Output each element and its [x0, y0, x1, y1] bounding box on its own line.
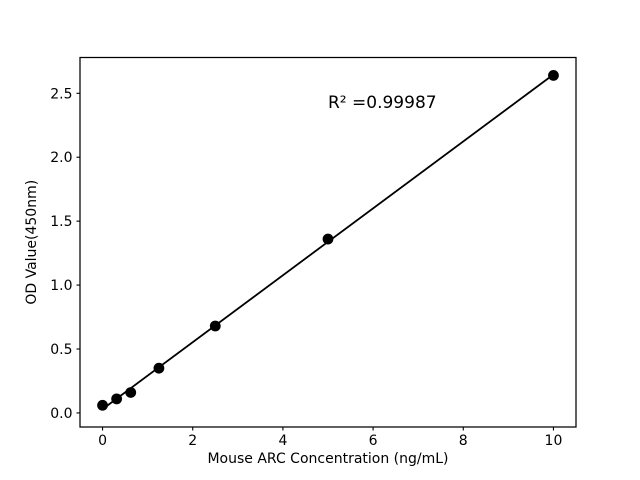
data-point [97, 399, 108, 411]
x-tick-label: 0 [98, 433, 107, 449]
x-tick-label: 10 [545, 433, 563, 449]
x-tick-label: 6 [369, 433, 378, 449]
data-point [153, 362, 165, 374]
data-point [125, 387, 137, 398]
data-point [548, 69, 559, 81]
x-tick-label: 8 [459, 433, 468, 449]
x-axis-label: Mouse ARC Concentration (ng/mL) [207, 451, 448, 467]
x-tick-label: 4 [278, 433, 287, 449]
y-tick-label: 2.5 [50, 86, 72, 102]
y-axis-label: OD Value(450nm) [24, 180, 40, 305]
y-tick-label: 1.0 [50, 278, 72, 294]
r-squared-annotation: R² =0.99987 [328, 93, 437, 113]
data-point [209, 320, 221, 332]
y-tick-label: 1.5 [50, 214, 72, 230]
data-point [111, 393, 123, 405]
y-tick-label: 0.5 [50, 342, 72, 358]
x-tick-label: 2 [188, 433, 197, 449]
y-tick-label: 0.0 [50, 406, 72, 422]
data-point [322, 233, 334, 245]
plot-frame [79, 56, 577, 428]
y-tick-label: 2.0 [50, 150, 72, 166]
